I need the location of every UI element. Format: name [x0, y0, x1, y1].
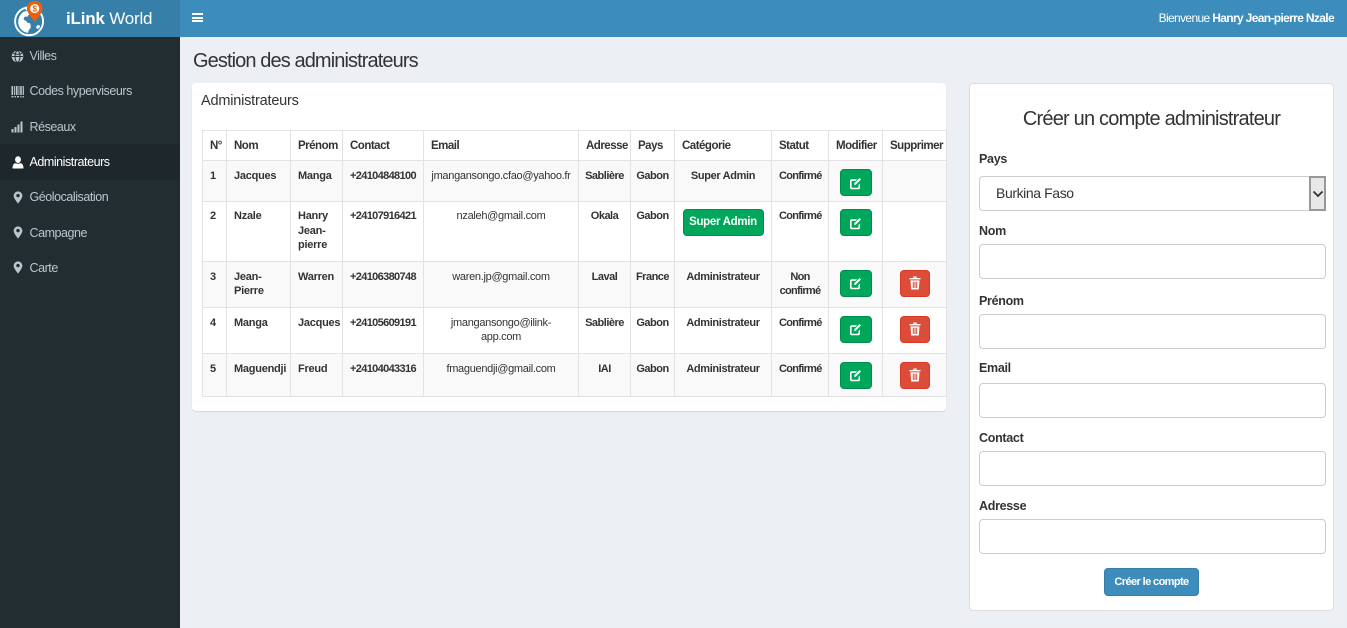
svg-text:$: $	[32, 5, 37, 14]
